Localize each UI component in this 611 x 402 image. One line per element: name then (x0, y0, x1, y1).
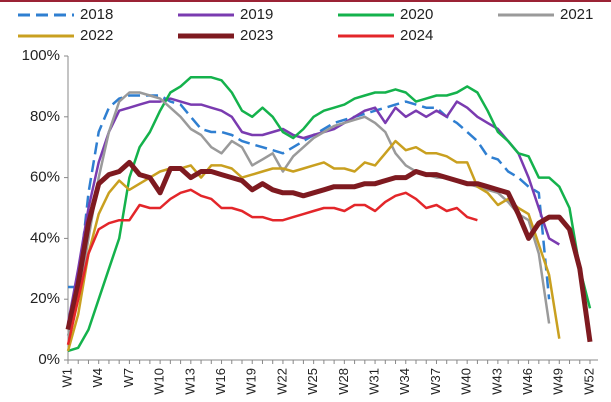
series-line (68, 94, 551, 300)
y-tick-label: 60% (30, 169, 60, 186)
legend-label: 2020 (400, 6, 433, 23)
series-line (66, 139, 561, 352)
legend-label: 2021 (560, 6, 593, 23)
x-tick-label: W46 (520, 368, 535, 395)
x-tick-label: W28 (336, 368, 351, 395)
legend-label: 2018 (80, 6, 113, 23)
x-tick-label: W52 (581, 368, 596, 395)
series-line (66, 188, 478, 346)
y-tick-label: 40% (30, 229, 60, 246)
legend-label: 2022 (80, 27, 113, 44)
series-line (66, 91, 551, 337)
legend-label: 2023 (240, 27, 273, 44)
x-tick-label: W19 (244, 368, 259, 395)
series-line (65, 159, 593, 343)
x-tick-label: W16 (213, 368, 228, 395)
x-tick-label: W1 (59, 368, 74, 388)
x-tick-label: W37 (428, 368, 443, 395)
x-tick-label: W40 (459, 368, 474, 395)
y-tick-label: 20% (30, 290, 60, 307)
x-tick-label: W10 (152, 368, 167, 395)
x-tick-label: W4 (90, 368, 105, 388)
series-line (66, 97, 560, 324)
legend-label: 2019 (240, 6, 273, 23)
y-tick-label: 100% (22, 47, 60, 64)
series-line (67, 76, 592, 353)
y-tick-label: 0% (38, 351, 60, 368)
legend-label: 2024 (400, 27, 433, 44)
x-tick-label: W34 (397, 368, 412, 395)
x-tick-label: W13 (182, 368, 197, 395)
x-tick-label: W31 (366, 368, 381, 395)
x-tick-label: W22 (274, 368, 289, 395)
x-tick-label: W49 (551, 368, 566, 395)
x-tick-label: W7 (121, 368, 136, 388)
y-tick-label: 80% (30, 108, 60, 125)
x-tick-label: W43 (489, 368, 504, 395)
x-tick-label: W25 (305, 368, 320, 395)
